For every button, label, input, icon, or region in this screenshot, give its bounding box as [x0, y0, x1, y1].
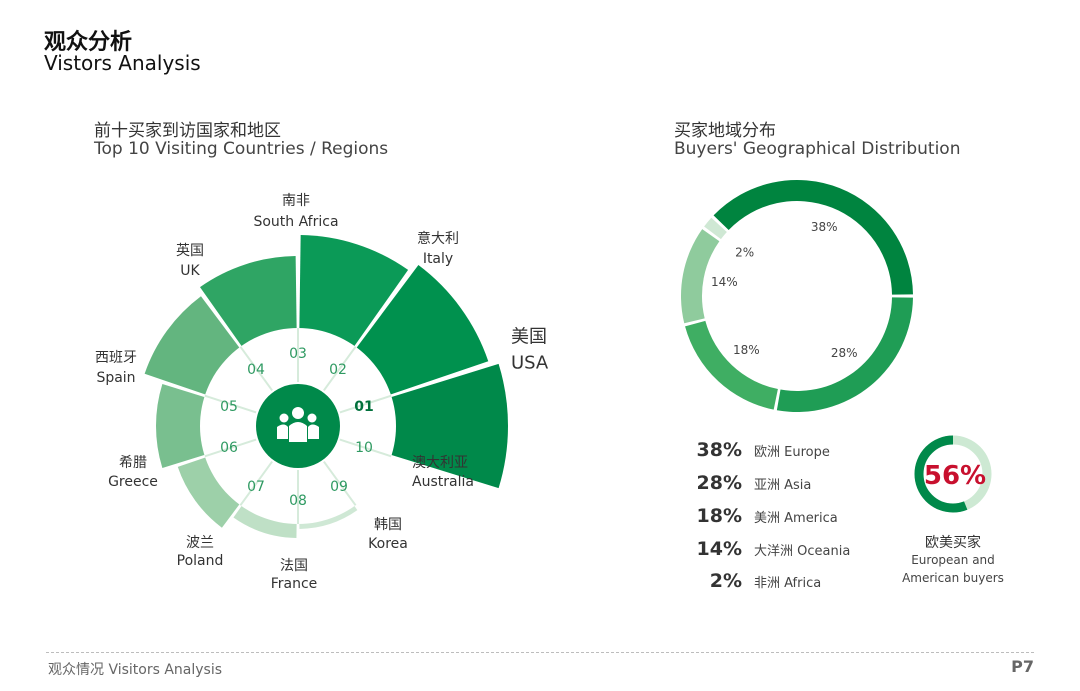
polar-ring-divider	[339, 438, 392, 458]
polar-ring-divider	[204, 394, 257, 414]
legend-row: 28% 亚洲 Asia	[690, 471, 890, 495]
polar-label-cn-02: 意大利	[417, 230, 459, 247]
polar-rank-05: 05	[220, 399, 238, 415]
donut-label-oceania: 14%	[711, 275, 738, 289]
donut-slice-europe	[713, 180, 913, 295]
legend-row: 2% 非洲 Africa	[690, 569, 890, 593]
donut-label-africa: 2%	[735, 246, 754, 260]
legend-row: 38% 欧洲 Europe	[690, 438, 890, 462]
gauge-fill	[914, 435, 992, 513]
polar-rank-10: 10	[355, 440, 373, 456]
donut-slice-oceania	[680, 229, 720, 324]
polar-ring-divider	[204, 438, 257, 458]
legend-label: 非洲 Africa	[754, 575, 822, 591]
polar-label-cn-01: 美国	[511, 326, 547, 347]
legend-row: 18% 美洲 America	[690, 504, 890, 528]
polar-rank-04: 04	[247, 362, 265, 378]
polar-label-en-08: France	[271, 576, 318, 592]
polar-ring-divider	[239, 346, 273, 391]
gauge-value: 56%	[924, 461, 986, 491]
page-number: P7	[1011, 657, 1034, 676]
gauge-caption-en-1: European and	[911, 553, 995, 567]
polar-rank-02: 02	[329, 362, 347, 378]
left-section-title-en: Top 10 Visiting Countries / Regions	[94, 139, 389, 159]
polar-rank-03: 03	[289, 346, 307, 362]
legend-pct: 14%	[696, 538, 742, 560]
donut-slice-africa	[704, 217, 727, 240]
donut-slice-america	[685, 320, 778, 410]
legend-label: 美洲 America	[754, 510, 838, 526]
page-title-cn: 观众分析	[44, 30, 133, 55]
gauge-chart: 56%	[914, 435, 992, 513]
polar-label-en-02: Italy	[423, 251, 453, 267]
legend-pct: 18%	[696, 505, 742, 527]
right-section-title-cn: 买家地域分布	[674, 121, 776, 141]
donut-label-asia: 28%	[831, 346, 858, 360]
polar-label-cn-05: 西班牙	[95, 350, 137, 366]
legend-row: 14% 大洋洲 Oceania	[690, 537, 890, 561]
polar-rank-07: 07	[247, 479, 265, 495]
polar-label-cn-04: 英国	[176, 242, 204, 259]
polar-ring-divider	[339, 394, 392, 414]
legend-label: 亚洲 Asia	[754, 477, 812, 493]
polar-label-en-01: USA	[511, 352, 549, 373]
left-section-title-cn: 前十买家到访国家和地区	[94, 121, 281, 141]
legend-label: 欧洲 Europe	[754, 444, 830, 460]
polar-rank-06: 06	[220, 440, 238, 456]
polar-ring-divider	[323, 461, 357, 506]
polar-label-en-03: South Africa	[253, 214, 338, 230]
footer-divider	[46, 652, 1034, 653]
gauge-caption-cn: 欧美买家	[925, 535, 981, 551]
polar-ring-divider	[239, 461, 273, 506]
legend-pct: 38%	[696, 439, 742, 461]
polar-label-en-04: UK	[180, 263, 200, 279]
polar-label-cn-03: 南非	[282, 193, 310, 209]
donut-label-europe: 38%	[811, 220, 838, 234]
polar-ring-divider	[323, 346, 357, 391]
legend-pct: 2%	[709, 570, 742, 592]
polar-label-en-05: Spain	[96, 370, 135, 386]
gauge-caption-en-2: American buyers	[902, 571, 1004, 585]
legend-pct: 28%	[696, 472, 742, 494]
polar-label-cn-06: 希腊	[119, 455, 147, 471]
donut-slice-asia	[776, 297, 913, 412]
right-section-title-en: Buyers' Geographical Distribution	[674, 139, 961, 159]
polar-rank-01: 01	[354, 399, 373, 415]
polar-area-chart: 01 美国 USA 02 意大利 Italy 03 南非 South Africa 04 英国 UK 0…	[95, 193, 549, 592]
donut-chart: 38% 2% 14% 18% 28%	[680, 180, 913, 412]
page-title-en: Vistors Analysis	[44, 51, 201, 75]
polar-label-en-10: Australia	[412, 474, 474, 490]
polar-label-cn-08: 法国	[280, 558, 308, 574]
people-group-icon	[277, 407, 319, 442]
polar-label-cn-10: 澳大利亚	[412, 455, 468, 471]
footer-label: 观众情况 Visitors Analysis	[48, 662, 223, 678]
polar-label-en-07: Poland	[177, 553, 224, 569]
polar-sector-01	[298, 363, 509, 489]
polar-label-cn-07: 波兰	[186, 535, 214, 551]
polar-label-cn-09: 韩国	[374, 517, 402, 533]
polar-rank-09: 09	[330, 479, 348, 495]
legend-label: 大洋洲 Oceania	[754, 543, 851, 559]
polar-label-en-06: Greece	[108, 474, 158, 490]
polar-rank-08: 08	[289, 493, 307, 509]
polar-label-en-09: Korea	[368, 536, 408, 552]
donut-label-america: 18%	[733, 343, 760, 357]
